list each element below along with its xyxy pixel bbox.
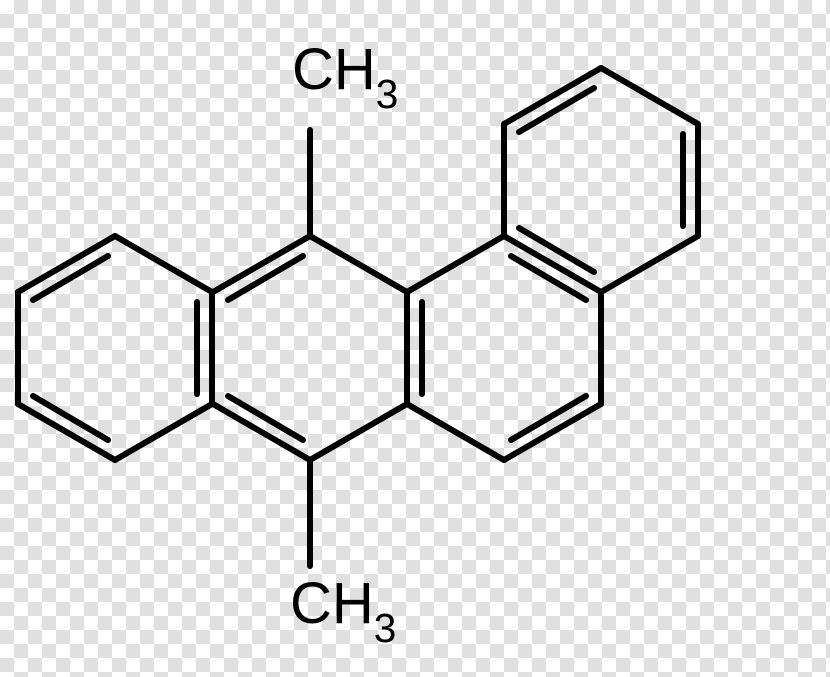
ring-3	[407, 236, 601, 460]
methyl-top-text: CH	[292, 37, 376, 102]
methyl-top-label: CH3	[292, 36, 398, 112]
methyl-bottom-sub: 3	[374, 605, 397, 651]
ring-2	[213, 236, 407, 460]
methyl-bottom-label: CH3	[290, 570, 396, 646]
ring-4	[504, 68, 698, 292]
methyl-bottom-text: CH	[290, 571, 374, 636]
methyl-top-sub: 3	[376, 71, 399, 117]
ring-1	[18, 236, 212, 460]
ring-2-doubles	[228, 256, 303, 440]
molecule-svg	[0, 0, 830, 677]
